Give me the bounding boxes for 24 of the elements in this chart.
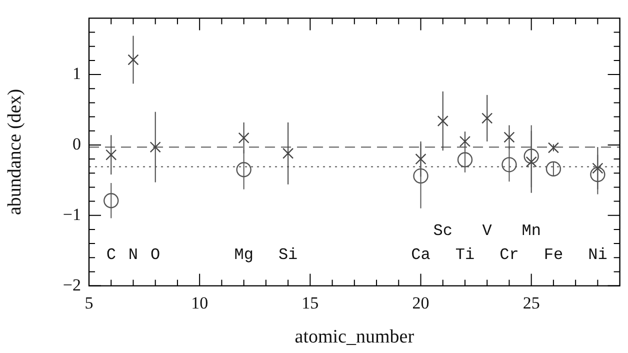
annotation: Mg (234, 246, 254, 264)
annotation: V (482, 222, 492, 240)
y-tick-label: −1 (62, 204, 81, 224)
annotation: O (150, 246, 160, 264)
annotation: C (106, 246, 116, 264)
x-tick-label: 25 (522, 293, 540, 312)
y-tick-label: 1 (72, 64, 81, 84)
y-axis-title: abundance (dex) (4, 88, 26, 216)
annotation: N (128, 246, 138, 264)
annotation: Cr (500, 246, 519, 264)
annotation: Sc (433, 222, 452, 240)
annotation: Si (278, 246, 298, 264)
annotation: Mn (522, 222, 541, 240)
x-tick-label: 20 (412, 293, 430, 312)
annotation: Ti (455, 246, 475, 264)
annotation: Fe (544, 246, 564, 264)
y-tick-label: 0 (72, 134, 81, 154)
y-tick-label: −2 (62, 275, 81, 294)
x-tick-label: 15 (302, 293, 319, 312)
x-axis-title: atomic_number (294, 326, 415, 348)
x-tick-label: 5 (84, 293, 94, 312)
x-tick-label: 10 (191, 293, 208, 312)
annotation: Ca (411, 246, 431, 264)
annotation: Ni (588, 246, 608, 264)
